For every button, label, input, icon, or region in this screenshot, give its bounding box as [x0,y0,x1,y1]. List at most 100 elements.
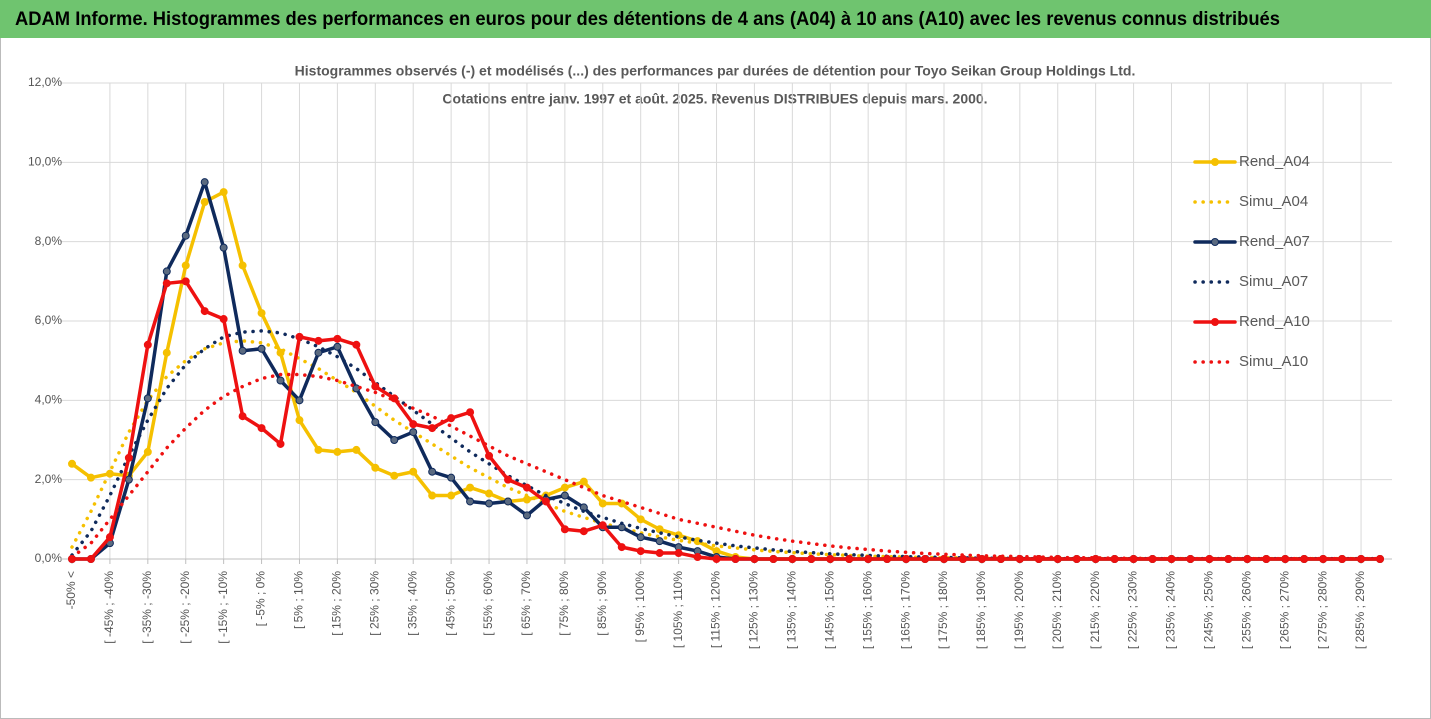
point [371,382,380,391]
point [276,439,285,448]
point [807,555,816,563]
x-tick-label: [ 115% ; 120% [709,571,723,648]
point [409,467,418,476]
x-tick-label: [ 205% ; 210% [1050,571,1064,649]
point [238,261,247,270]
point [447,473,456,482]
point [636,515,645,524]
point [712,555,721,563]
point [655,537,664,546]
point [257,309,266,318]
point [390,471,399,480]
x-tick-label: [ 135% ; 140% [785,571,799,649]
x-tick-label: [ -35% ; -30% [140,571,154,644]
point [238,412,247,421]
point [143,340,152,349]
y-tick-label: 6,0% [35,313,63,327]
x-tick-label: [ 185% ; 190% [974,571,988,649]
observed-line [70,279,1382,561]
x-tick-label: [ 45% ; 50% [443,571,457,636]
point [295,416,304,425]
point [162,279,171,288]
x-tick-label: [ 285% ; 290% [1353,571,1367,649]
point [200,307,209,316]
point [371,463,380,472]
y-tick-label: 10,0% [28,155,62,169]
header-title: ADAM Informe. Histogrammes des performan… [15,9,1280,30]
point [105,533,114,542]
x-tick-label: [ 125% ; 130% [747,571,761,649]
point [143,394,152,403]
point [674,549,683,558]
x-tick-label: [ -45% ; -40% [102,571,116,644]
legend-label: Rend_A10 [1239,313,1310,330]
x-tick-label: [ 165% ; 170% [898,571,912,649]
point [977,555,986,563]
point [560,483,569,492]
x-tick-label: [ 275% ; 280% [1315,571,1329,649]
point [447,491,456,500]
legend-label: Rend_A07 [1239,233,1310,250]
point [428,424,437,433]
model-line [70,339,1382,561]
legend-label: Simu_A10 [1239,353,1308,370]
x-tick-label: -50% < [64,571,78,609]
legend-marker [1211,318,1219,326]
point [181,261,190,270]
y-tick-label: 8,0% [35,234,63,248]
x-tick-label: [ 245% ; 250% [1202,571,1216,649]
y-tick-label: 0,0% [35,551,63,565]
point [219,243,228,252]
point [314,348,323,357]
point [124,475,133,484]
point [522,511,531,520]
point [200,198,209,206]
point [333,342,342,351]
x-tick-label: [ 65% ; 70% [519,571,533,636]
point [579,477,588,486]
point [447,414,456,423]
legend-marker [1211,238,1219,246]
x-tick-label: [ -25% ; -20% [178,571,192,644]
point [617,543,626,552]
y-tick-label: 4,0% [35,393,63,407]
point [314,336,323,345]
point [200,178,209,187]
point [560,525,569,534]
point [219,315,228,324]
point [219,188,228,197]
model-line [70,372,1382,561]
point [295,332,304,341]
point [257,424,266,433]
chart-title: Histogrammes observés (-) et modélisés (… [295,63,1136,79]
x-tick-label: [ 225% ; 230% [1126,571,1140,649]
point [86,473,95,482]
point [352,445,361,454]
point [428,467,437,476]
legend-label: Rend_A04 [1239,153,1310,170]
point [162,267,171,276]
point [409,420,418,429]
x-tick-label: [ 25% ; 30% [367,571,381,636]
point [598,521,607,530]
point [788,555,797,563]
x-tick-label: [ 35% ; 40% [405,571,419,636]
point [522,495,531,504]
x-tick-label: [ 145% ; 150% [822,571,836,649]
chart-subtitle: Cotations entre janv. 1997 et août. 2025… [442,91,987,107]
x-tick-label: [ 15% ; 20% [330,571,344,636]
point [504,497,512,506]
point [352,340,361,349]
point [769,555,778,563]
point [466,483,475,492]
x-tick-label: [ 155% ; 160% [860,571,874,649]
point [181,231,190,240]
point [1034,555,1043,563]
x-tick-label: [ 265% ; 270% [1277,571,1291,649]
point [693,553,702,562]
x-tick-label: [ 255% ; 260% [1239,571,1253,649]
x-tick-label: [ 215% ; 220% [1088,571,1102,649]
point [333,447,342,456]
